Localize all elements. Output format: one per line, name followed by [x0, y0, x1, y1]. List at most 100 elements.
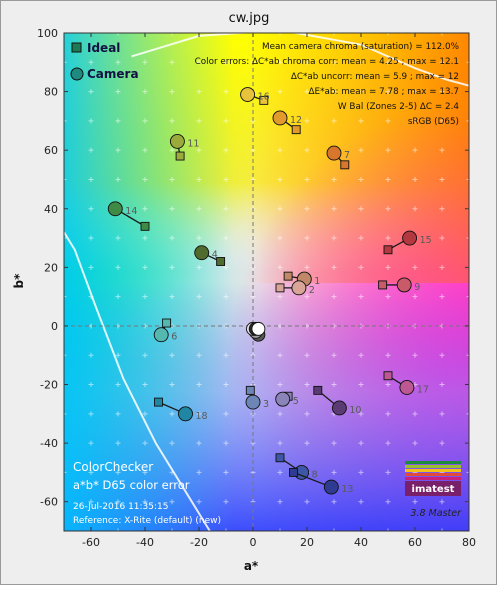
grid-cross	[196, 147, 202, 153]
gamut-boundary-left	[64, 231, 211, 531]
footer-line-4: Reference: X-Rite (default) (new)	[73, 516, 221, 526]
grid-cross	[196, 89, 202, 95]
y-tick-label: 0	[51, 320, 58, 333]
grid-cross	[196, 352, 202, 358]
y-tick-label: 80	[44, 86, 58, 99]
grid-cross	[223, 469, 229, 475]
camera-marker-4	[194, 245, 210, 261]
legend-ideal-label: Ideal	[87, 41, 120, 55]
grid-cross	[223, 411, 229, 417]
grid-cross	[412, 118, 418, 124]
grid-cross	[169, 528, 175, 531]
grid-cross	[223, 59, 229, 65]
grid-cross	[88, 118, 94, 124]
patch-label-5: 5	[293, 396, 299, 407]
grid-cross	[142, 118, 148, 124]
patch-label-10: 10	[349, 405, 361, 416]
grid-cross	[331, 118, 337, 124]
ideal-marker-4	[216, 257, 226, 266]
y-tick-label: 60	[44, 144, 58, 157]
ideal-marker-10	[313, 385, 323, 395]
grid-cross	[439, 206, 445, 212]
grid-cross	[277, 59, 283, 65]
grid-cross	[277, 294, 283, 300]
grid-cross	[304, 235, 310, 241]
grid-cross	[439, 294, 445, 300]
grid-cross	[115, 352, 121, 358]
y-tick-label: 100	[37, 27, 58, 40]
grid-cross	[304, 206, 310, 212]
grid-cross	[358, 469, 364, 475]
grid-cross	[466, 118, 469, 124]
grid-cross	[439, 264, 445, 270]
grid-cross	[169, 118, 175, 124]
y-tick-label: -60	[40, 496, 58, 509]
grid-cross	[88, 264, 94, 270]
camera-marker-5	[275, 391, 291, 407]
x-tick-label: 20	[300, 536, 314, 549]
grid-cross	[223, 176, 229, 182]
grid-cross	[115, 411, 121, 417]
grid-cross	[439, 382, 445, 388]
grid-cross	[277, 176, 283, 182]
grid-cross	[223, 352, 229, 358]
camera-marker-14	[107, 201, 123, 217]
grid-cross	[385, 352, 391, 358]
grid-cross	[358, 264, 364, 270]
grid-cross	[277, 411, 283, 417]
grid-cross	[88, 176, 94, 182]
grid-cross	[277, 147, 283, 153]
grid-cross	[169, 382, 175, 388]
logo-stripe-5	[405, 477, 461, 480]
grid-cross	[439, 528, 445, 531]
grid-cross	[412, 89, 418, 95]
grid-cross	[385, 528, 391, 531]
grid-cross	[223, 264, 229, 270]
grid-cross	[439, 411, 445, 417]
grid-cross	[439, 440, 445, 446]
grid-cross	[169, 206, 175, 212]
grid-cross	[304, 89, 310, 95]
ideal-marker-8	[275, 453, 285, 463]
ideal-marker-17	[383, 371, 393, 381]
grid-cross	[412, 206, 418, 212]
grid-cross	[412, 59, 418, 65]
grid-cross	[64, 118, 67, 124]
grid-cross	[169, 235, 175, 241]
grid-cross	[277, 528, 283, 531]
camera-marker-2	[291, 280, 307, 296]
grid-cross	[466, 411, 469, 417]
grid-cross	[223, 89, 229, 95]
grid-cross	[142, 352, 148, 358]
grid-cross	[331, 89, 337, 95]
grid-cross	[385, 118, 391, 124]
patch-label-15: 15	[420, 235, 432, 246]
patch-label-11: 11	[187, 138, 199, 149]
grid-cross	[331, 59, 337, 65]
footer-line-1: ColorChecker	[73, 460, 153, 474]
grid-cross	[439, 499, 445, 505]
grid-cross	[142, 469, 148, 475]
grid-cross	[115, 528, 121, 531]
grid-cross	[223, 499, 229, 505]
grid-cross	[115, 118, 121, 124]
grid-cross	[196, 411, 202, 417]
patch-label-14: 14	[125, 206, 137, 217]
footer-line-3: 26-Jul-2016 11:35:15	[73, 502, 169, 512]
grid-cross	[331, 352, 337, 358]
grid-cross	[304, 382, 310, 388]
grid-cross	[142, 499, 148, 505]
grid-cross	[169, 411, 175, 417]
neutral-marker-5	[251, 321, 266, 336]
legend-ideal-marker	[71, 42, 82, 53]
grid-cross	[64, 59, 67, 65]
patch-label-13: 13	[341, 484, 353, 495]
grid-cross	[64, 469, 67, 475]
grid-cross	[196, 469, 202, 475]
logo-stripe-2	[405, 465, 461, 468]
grid-cross	[385, 440, 391, 446]
grid-cross	[385, 206, 391, 212]
camera-marker-18	[178, 406, 193, 422]
grid-cross	[358, 499, 364, 505]
patch-label-1: 1	[314, 276, 320, 287]
